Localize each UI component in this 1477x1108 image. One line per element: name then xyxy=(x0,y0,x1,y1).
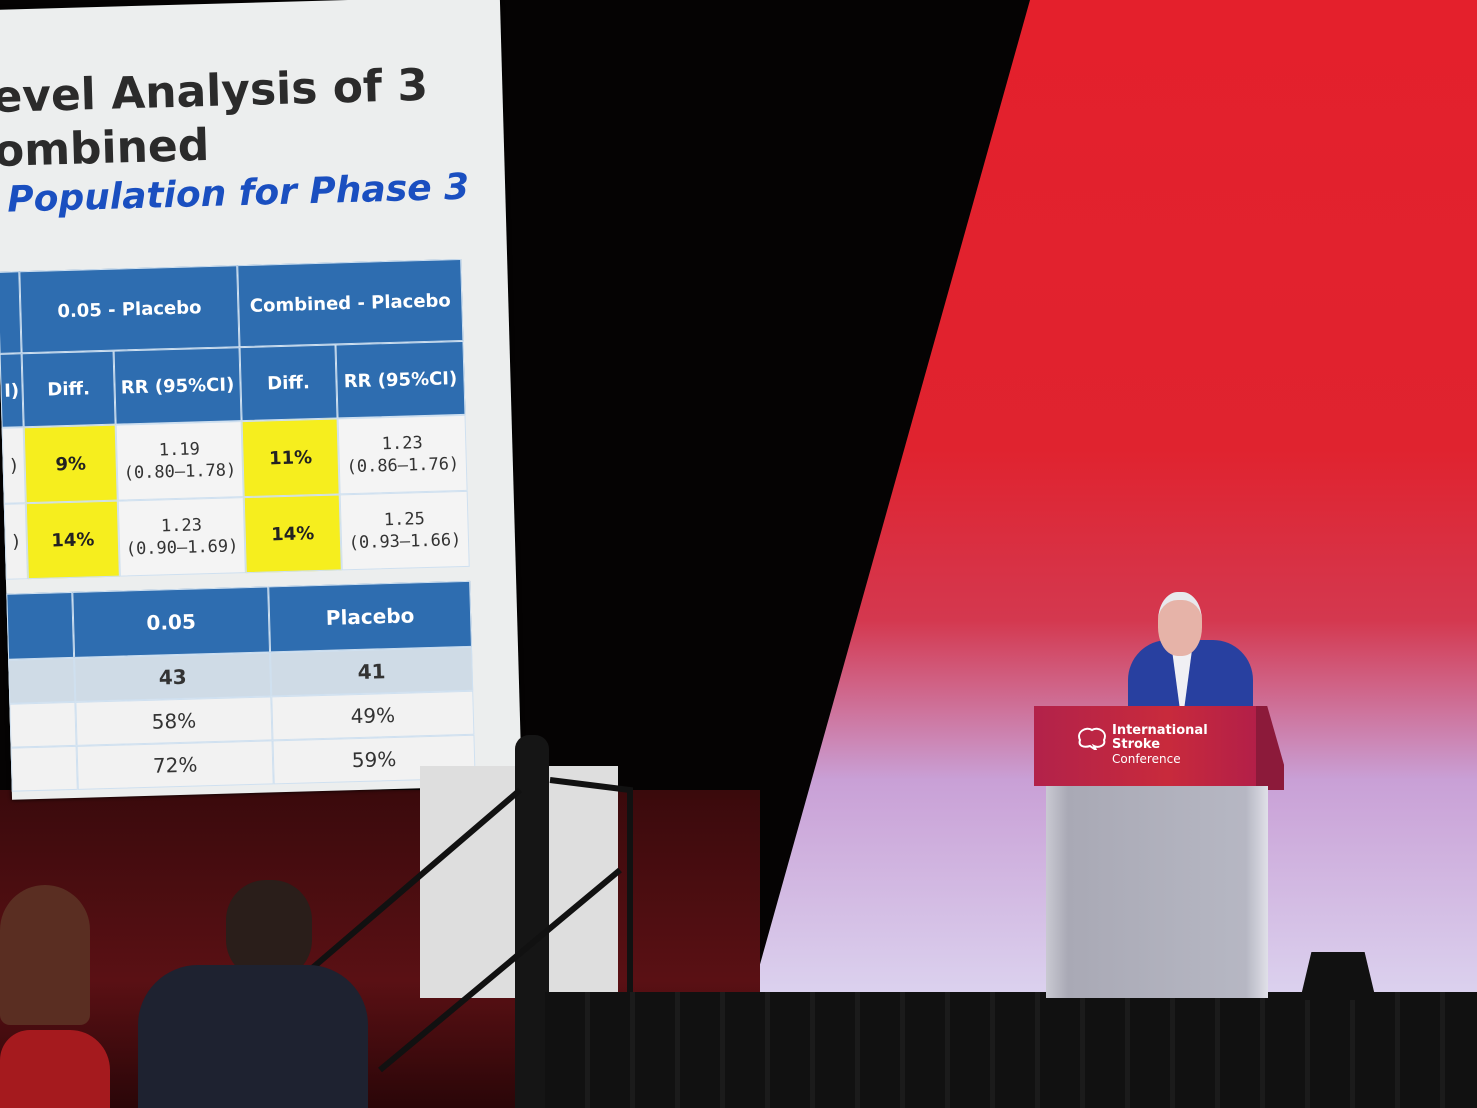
rr-cell: 1.19 (0.80–1.78) xyxy=(115,421,244,501)
table-cell: 43 xyxy=(74,652,272,702)
diff-cell: 14% xyxy=(243,494,342,574)
stage-monitor-speaker xyxy=(1300,952,1376,1000)
rr-value: 1.23 xyxy=(160,515,203,537)
audience-head xyxy=(226,880,312,980)
stair-railing xyxy=(308,777,633,1073)
summary-table: 0.05 Placebo 43 41 58% 49% 72% 59% xyxy=(0,0,500,792)
audience-head-hair xyxy=(0,885,90,1025)
sub-header: RR (95%CI) xyxy=(113,347,242,425)
table-cell: ) xyxy=(3,503,28,580)
ci-value: (0.90–1.69) xyxy=(125,536,239,560)
rr-cell: 1.23 (0.90–1.69) xyxy=(117,497,246,577)
diff-cell: 14% xyxy=(25,500,120,580)
diff-cell: 11% xyxy=(241,418,340,498)
slide-title-line2: ombined xyxy=(0,119,210,177)
rr-value: 1.25 xyxy=(383,509,426,531)
table-cell xyxy=(8,657,76,704)
stage-skirt xyxy=(545,992,1477,1108)
sub-header: Diff. xyxy=(21,350,116,428)
table-cell xyxy=(10,745,78,792)
column-header: Placebo xyxy=(268,580,472,653)
rr-cell: 1.25 (0.93–1.66) xyxy=(339,490,470,571)
diff-cell: 9% xyxy=(23,424,118,504)
table-cell: 72% xyxy=(76,740,274,790)
table-cell: ) xyxy=(1,427,26,504)
cut-sub-header: I) xyxy=(0,353,24,428)
group-header: Combined - Placebo xyxy=(237,258,464,348)
table-cell: 41 xyxy=(270,646,474,697)
logo-text: International Stroke Conference xyxy=(1112,723,1208,767)
cut-group-header xyxy=(0,271,22,354)
audience-member-suit xyxy=(138,965,368,1108)
table-cell xyxy=(9,701,77,748)
blank-header xyxy=(6,591,75,660)
presentation-slide: evel Analysis of 3 ombined Population fo… xyxy=(0,0,522,800)
logo-line3: Conference xyxy=(1112,752,1181,766)
group-header: 0.05 - Placebo xyxy=(19,265,240,354)
ci-value: (0.86–1.76) xyxy=(346,454,460,478)
sub-header: RR (95%CI) xyxy=(335,340,466,419)
podium-top: International Stroke Conference xyxy=(1034,706,1256,786)
audience-member-red xyxy=(0,1030,110,1108)
podium-body xyxy=(1046,786,1268,998)
ci-value: (0.80–1.78) xyxy=(123,460,237,484)
table-cell: 49% xyxy=(271,690,475,741)
slide-subtitle: Population for Phase 3 xyxy=(6,166,470,221)
rr-cell: 1.23 (0.86–1.76) xyxy=(337,414,468,495)
logo-line2: Stroke xyxy=(1112,737,1161,752)
table-cell: 58% xyxy=(75,696,273,746)
sub-header: Diff. xyxy=(239,344,338,422)
column-header: 0.05 xyxy=(72,586,271,658)
ci-value: (0.93–1.66) xyxy=(348,530,462,554)
speaker-head xyxy=(1158,592,1202,656)
rr-value: 1.19 xyxy=(158,439,201,461)
rr-value: 1.23 xyxy=(381,433,424,455)
slide-title-line1: evel Analysis of 3 xyxy=(0,59,429,123)
logo-line1: International xyxy=(1112,723,1208,738)
results-table: 0.05 - Placebo Combined - Placebo I) Dif… xyxy=(0,0,500,580)
brain-icon xyxy=(1078,727,1106,750)
railing-post xyxy=(515,735,549,1108)
